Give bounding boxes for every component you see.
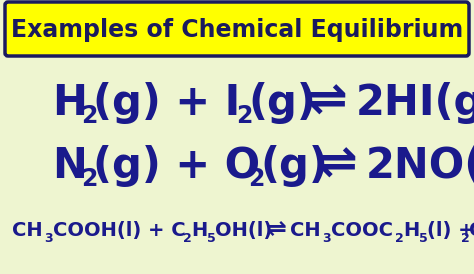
Text: H: H [191, 221, 207, 240]
Text: CH: CH [12, 221, 43, 240]
FancyBboxPatch shape [5, 2, 469, 56]
Text: Examples of Chemical Equilibrium: Examples of Chemical Equilibrium [11, 18, 463, 42]
Text: (g) + I: (g) + I [93, 82, 240, 124]
Text: N: N [52, 145, 87, 187]
Text: (g): (g) [260, 145, 328, 187]
Text: (g): (g) [248, 82, 316, 124]
Text: ⇌: ⇌ [308, 80, 347, 125]
Text: OH(l): OH(l) [215, 221, 272, 240]
Text: 2: 2 [81, 104, 97, 128]
Text: 3: 3 [44, 232, 53, 245]
Text: H: H [52, 82, 87, 124]
Text: 5: 5 [207, 232, 216, 245]
Text: 2: 2 [395, 232, 404, 245]
Text: CH: CH [290, 221, 320, 240]
Text: 2NO(g): 2NO(g) [366, 145, 474, 187]
Text: 2: 2 [236, 104, 252, 128]
Text: O(l): O(l) [469, 221, 474, 240]
Text: 2HI(g): 2HI(g) [356, 82, 474, 124]
Text: (g) + O: (g) + O [93, 145, 260, 187]
Text: H: H [403, 221, 419, 240]
Text: 2: 2 [183, 232, 192, 245]
Text: 2: 2 [248, 167, 264, 191]
Text: ⇌: ⇌ [267, 217, 287, 241]
Text: ⇌: ⇌ [318, 143, 357, 188]
Text: 2: 2 [461, 232, 470, 245]
Text: 3: 3 [322, 232, 331, 245]
Text: COOC: COOC [331, 221, 393, 240]
Text: COOH(l) + C: COOH(l) + C [53, 221, 186, 240]
Text: 2: 2 [81, 167, 97, 191]
Text: (l) + H: (l) + H [427, 221, 474, 240]
Text: 5: 5 [419, 232, 428, 245]
